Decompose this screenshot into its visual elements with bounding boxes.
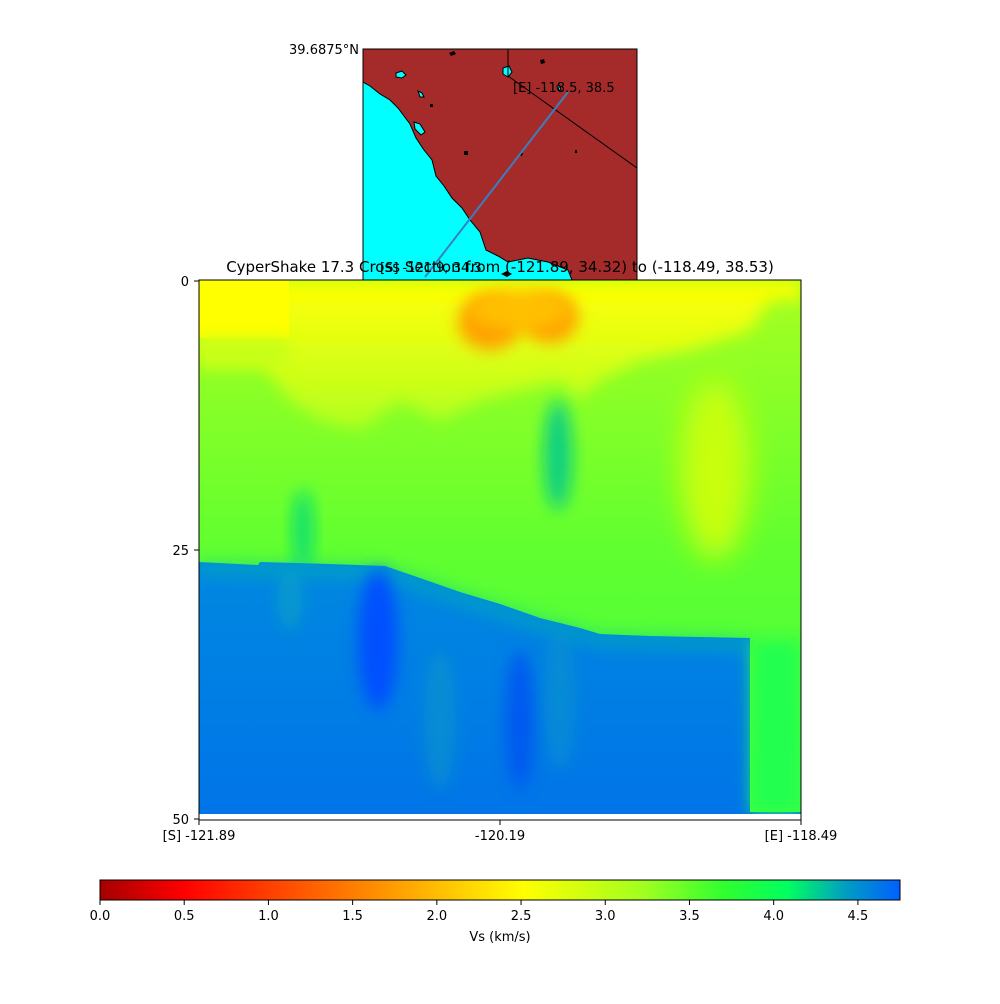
velocity-layer-shallow-left bbox=[199, 338, 289, 368]
velocity-streak-2 bbox=[293, 490, 313, 570]
map-island bbox=[417, 90, 425, 98]
cross-section-line bbox=[424, 91, 569, 278]
map-island bbox=[556, 85, 562, 91]
map-island bbox=[540, 59, 545, 64]
velocity-layer-deep bbox=[199, 562, 801, 820]
velocity-layer-shallow bbox=[199, 280, 801, 430]
map-island bbox=[449, 51, 456, 56]
velocity-edge-right bbox=[752, 640, 801, 812]
x-tick-label: [E] -118.49 bbox=[765, 829, 838, 844]
map-island bbox=[430, 104, 433, 107]
colorbar-tick-label: 3.0 bbox=[595, 909, 616, 924]
map-island bbox=[413, 121, 426, 136]
y-axis: 0 25 50 bbox=[172, 275, 199, 828]
y-tick-label: 0 bbox=[181, 275, 189, 290]
velocity-streak-1 bbox=[544, 400, 572, 510]
y-tick-label: 25 bbox=[172, 544, 189, 559]
section-bottom-gap bbox=[199, 814, 801, 820]
colorbar-gradient bbox=[99, 879, 901, 901]
colorbar: 0.0 0.5 1.0 1.5 2.0 2.5 3.0 3.5 4.0 4.5 Vs (km/s) bbox=[90, 879, 901, 945]
low-velocity-zone-3 bbox=[470, 290, 570, 330]
cross-section-heatmap bbox=[199, 280, 801, 820]
map-island bbox=[464, 151, 468, 155]
velocity-anomaly-right bbox=[680, 380, 750, 560]
colorbar-tick-label: 1.5 bbox=[342, 909, 363, 924]
colorbar-ticks: 0.0 0.5 1.0 1.5 2.0 2.5 3.0 3.5 4.0 4.5 bbox=[90, 900, 869, 924]
colorbar-tick-label: 1.0 bbox=[258, 909, 279, 924]
map-start-marker: [S] -121.9, 34.3 bbox=[380, 261, 482, 276]
colorbar-tick-label: 2.0 bbox=[426, 909, 447, 924]
state-border bbox=[507, 49, 637, 169]
map-island bbox=[501, 271, 512, 277]
high-velocity-zone-2 bbox=[506, 650, 534, 790]
velocity-streak-5 bbox=[278, 570, 302, 630]
colorbar-tick-label: 0.5 bbox=[174, 909, 195, 924]
x-tick-label: [S] -121.89 bbox=[163, 829, 236, 844]
velocity-streak-3 bbox=[424, 650, 456, 790]
chart-title: CyperShake 17.3 Cross Section from (-121… bbox=[226, 258, 774, 276]
velocity-streak-4 bbox=[544, 630, 576, 770]
location-map: 39.6875°N [E] -118.5, 38.5 [S] -121.9, 3… bbox=[289, 43, 638, 281]
colorbar-tick-label: 4.5 bbox=[848, 909, 869, 924]
colorbar-tick-label: 3.5 bbox=[679, 909, 700, 924]
high-velocity-zone-1 bbox=[358, 570, 398, 710]
velocity-transition-band bbox=[199, 562, 750, 650]
colorbar-label: Vs (km/s) bbox=[469, 930, 530, 945]
x-axis: [S] -121.89 -120.19 [E] -118.49 bbox=[163, 820, 838, 844]
colorbar-tick-label: 0.0 bbox=[90, 909, 111, 924]
colorbar-tick-label: 4.0 bbox=[763, 909, 784, 924]
map-end-marker: [E] -118.5, 38.5 bbox=[513, 81, 615, 96]
map-lat-label: 39.6875°N bbox=[289, 43, 359, 58]
y-tick-label: 50 bbox=[172, 813, 189, 828]
map-island bbox=[575, 150, 577, 153]
map-island bbox=[395, 70, 407, 79]
velocity-layer-surface bbox=[199, 280, 289, 338]
x-tick-label: -120.19 bbox=[475, 829, 525, 844]
colorbar-tick-label: 2.5 bbox=[511, 909, 532, 924]
